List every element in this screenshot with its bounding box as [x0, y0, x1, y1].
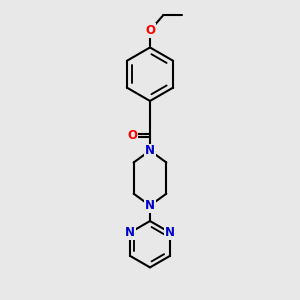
Text: N: N [165, 226, 175, 239]
Text: N: N [125, 226, 135, 239]
Text: O: O [145, 24, 155, 37]
Text: O: O [128, 129, 138, 142]
Text: N: N [145, 199, 155, 212]
Text: N: N [145, 144, 155, 157]
